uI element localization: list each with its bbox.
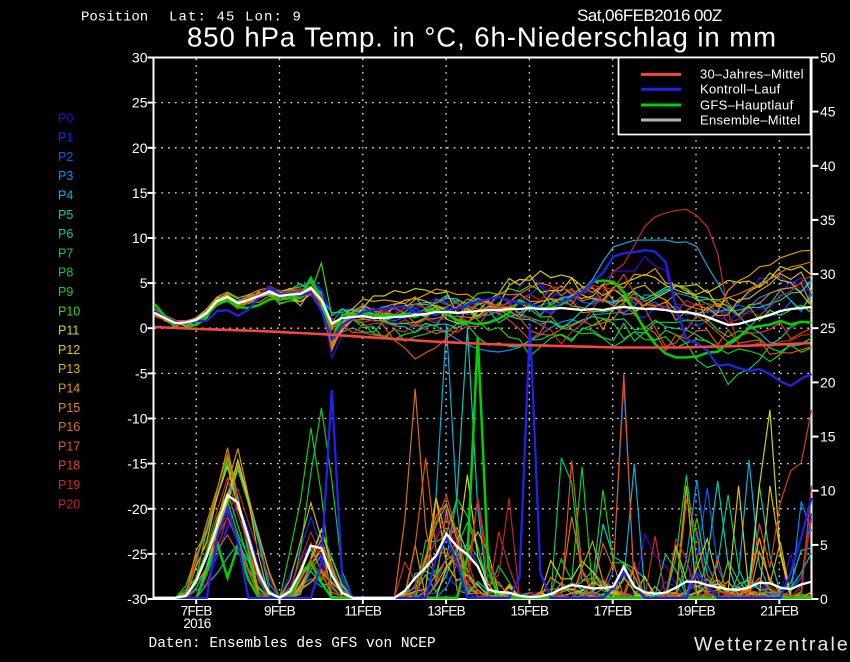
- svg-text:P17: P17: [58, 439, 80, 453]
- svg-text:5: 5: [820, 537, 828, 553]
- svg-text:30: 30: [820, 266, 836, 282]
- svg-text:P20: P20: [58, 497, 80, 511]
- svg-text:9FEB: 9FEB: [264, 603, 296, 618]
- svg-text:Daten: Ensembles des GFS von N: Daten: Ensembles des GFS von NCEP: [149, 636, 436, 652]
- svg-text:10: 10: [132, 230, 148, 246]
- svg-text:-10: -10: [127, 411, 147, 427]
- svg-text:0: 0: [140, 320, 148, 336]
- svg-text:40: 40: [820, 158, 836, 174]
- svg-text:35: 35: [820, 212, 836, 228]
- svg-text:P15: P15: [58, 401, 80, 415]
- svg-text:P11: P11: [58, 324, 79, 338]
- svg-text:850 hPa Temp. in °C, 6h-Nieder: 850 hPa Temp. in °C, 6h-Niederschlag in …: [187, 22, 777, 53]
- svg-text:Wetterzentrale: Wetterzentrale: [694, 634, 850, 656]
- svg-text:P18: P18: [58, 459, 80, 473]
- svg-text:P0: P0: [58, 111, 73, 125]
- svg-text:P7: P7: [58, 246, 73, 260]
- svg-text:GFS–Hauptlauf: GFS–Hauptlauf: [700, 97, 794, 112]
- svg-text:-30: -30: [127, 591, 147, 607]
- svg-text:P8: P8: [58, 266, 73, 280]
- svg-text:P13: P13: [58, 362, 80, 376]
- svg-text:50: 50: [820, 50, 836, 66]
- svg-text:P1: P1: [58, 131, 73, 145]
- svg-text:17FEB: 17FEB: [594, 603, 632, 618]
- svg-text:19FEB: 19FEB: [677, 603, 715, 618]
- svg-text:21FEB: 21FEB: [760, 603, 798, 618]
- svg-text:P19: P19: [58, 478, 80, 492]
- svg-text:P12: P12: [58, 343, 80, 357]
- svg-text:Lat: 45 Lon: 9: Lat: 45 Lon: 9: [169, 10, 302, 26]
- svg-text:Kontroll–Lauf: Kontroll–Lauf: [700, 82, 781, 97]
- svg-text:5: 5: [140, 275, 148, 291]
- svg-text:15: 15: [132, 185, 148, 201]
- svg-text:Sat,06FEB2016 00Z: Sat,06FEB2016 00Z: [577, 6, 722, 25]
- svg-text:7FEB: 7FEB: [181, 603, 213, 618]
- svg-text:15: 15: [820, 429, 836, 445]
- svg-text:-5: -5: [135, 365, 148, 381]
- svg-text:2016: 2016: [183, 616, 210, 631]
- svg-text:P4: P4: [58, 189, 73, 203]
- svg-text:25: 25: [132, 95, 148, 111]
- svg-text:0: 0: [820, 591, 828, 607]
- svg-text:30: 30: [132, 50, 148, 66]
- svg-text:P5: P5: [58, 208, 73, 222]
- svg-text:P10: P10: [58, 304, 80, 318]
- svg-text:10: 10: [820, 483, 836, 499]
- svg-text:P3: P3: [58, 169, 73, 183]
- svg-text:-20: -20: [127, 501, 147, 517]
- svg-text:P16: P16: [58, 420, 80, 434]
- svg-text:-25: -25: [127, 546, 147, 562]
- svg-text:Position: Position: [81, 10, 148, 26]
- svg-text:P2: P2: [58, 150, 73, 164]
- svg-text:P6: P6: [58, 227, 73, 241]
- svg-text:-15: -15: [127, 456, 147, 472]
- svg-text:11FEB: 11FEB: [344, 603, 381, 618]
- svg-text:45: 45: [820, 104, 836, 120]
- svg-text:25: 25: [820, 320, 836, 336]
- svg-text:30–Jahres–Mittel: 30–Jahres–Mittel: [700, 67, 804, 82]
- svg-text:20: 20: [820, 374, 836, 390]
- svg-text:20: 20: [132, 140, 148, 156]
- svg-text:P9: P9: [58, 285, 73, 299]
- svg-text:Ensemble–Mittel: Ensemble–Mittel: [700, 112, 801, 127]
- svg-text:P14: P14: [58, 382, 80, 396]
- svg-text:13FEB: 13FEB: [427, 603, 465, 618]
- svg-text:15FEB: 15FEB: [511, 603, 549, 618]
